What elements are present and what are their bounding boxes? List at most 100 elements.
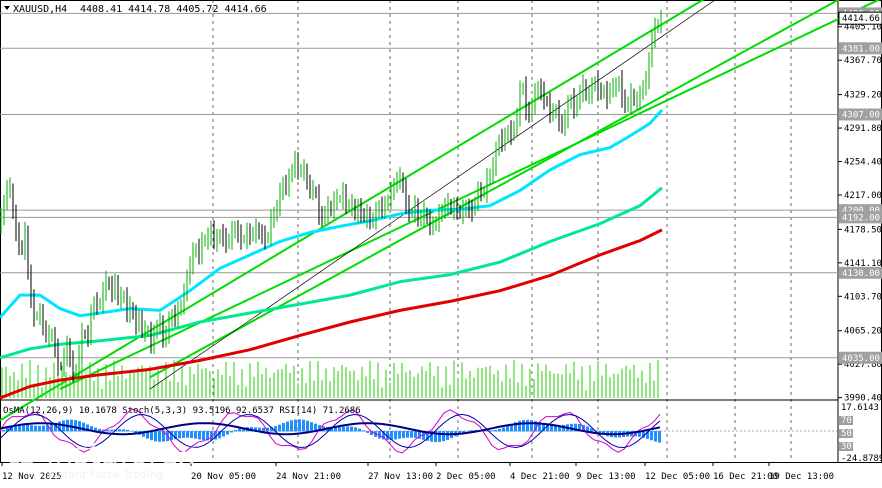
price-axis: 4405.10 4367.70 4329.20 4291.80 4254.40 4217.… [838, 7, 882, 404]
time-tick-label: 24 Nov 21:00 [276, 472, 341, 482]
osma-bar [338, 426, 341, 432]
osma-bar [42, 425, 45, 432]
osma-bar [214, 431, 217, 440]
osma-bar [306, 420, 309, 432]
osma-bar [2, 429, 5, 432]
osma-bar [486, 430, 489, 432]
osma-bar [354, 427, 357, 432]
rsi-line [0, 422, 661, 436]
osma-bar [446, 431, 449, 440]
ema-mid-line [0, 186, 663, 360]
osma-bar [642, 431, 645, 438]
osma-bar [558, 425, 561, 432]
osma-bar [274, 426, 277, 432]
osma-bar [86, 424, 89, 432]
osma-bar [102, 429, 105, 432]
osma-bar [278, 424, 281, 432]
time-tick-label: 19 Dec 13:00 [769, 472, 834, 482]
osma-bar [146, 431, 149, 439]
osma-bar [554, 425, 557, 432]
osma-bar [526, 419, 529, 432]
osma-bar [506, 425, 509, 432]
osma-bar [302, 419, 305, 432]
osma-bar [562, 424, 565, 432]
osma-bar [590, 428, 593, 432]
osma-bar [50, 424, 53, 432]
level-label-box [839, 108, 882, 121]
ema-fast-line [0, 108, 664, 319]
level-label: 4307.00 [842, 110, 880, 120]
osma-bar [78, 421, 81, 432]
osma-bar [318, 425, 321, 432]
osma-bar [74, 420, 77, 432]
osma-bar [130, 430, 133, 432]
price-tick-label: 4065.20 [844, 327, 882, 337]
osma-bar [290, 420, 293, 432]
osma-bar [126, 429, 129, 432]
osma-bar [90, 426, 93, 432]
osma-bar [466, 430, 469, 432]
osma-bar [538, 422, 541, 432]
osma-bar [230, 431, 233, 433]
osma-bar [14, 425, 17, 432]
osma-bar [534, 421, 537, 432]
osma-bar [598, 431, 601, 433]
osma-bar [366, 431, 369, 433]
osma-bar [654, 431, 657, 442]
osma-bar [30, 425, 33, 432]
osma-bar [314, 423, 317, 432]
osma-bar [262, 427, 265, 432]
price-tick-label: 4217.00 [844, 191, 882, 201]
osma-bar [10, 426, 13, 432]
osma-bar [382, 431, 385, 440]
osma-bar [518, 420, 521, 432]
osma-bar [190, 431, 193, 439]
oscillator-header: OsMA(12,26,9) 10.1678 Stoch(5,3,3) 93.51… [3, 406, 361, 416]
osma-bar [158, 431, 161, 442]
osma-bar [546, 424, 549, 432]
osma-bar [350, 426, 353, 432]
osma-bar [378, 431, 381, 439]
level-label-box [839, 42, 882, 55]
level-label: 4200.00 [842, 206, 880, 216]
osma-bar [522, 420, 525, 432]
osma-bar [46, 425, 49, 432]
osma-bar [510, 423, 513, 432]
ema-slow-line [0, 228, 663, 400]
osma-bar [270, 427, 273, 432]
level-label: 4381.00 [842, 44, 880, 54]
osc-level-box [839, 442, 853, 451]
time-axis: 12 Nov 2025 20 Nov 05:00 24 Nov 21:00 27 No… [1, 462, 834, 482]
osc-level-box [839, 416, 853, 425]
osma-bar [550, 425, 553, 432]
osma-bar [638, 431, 641, 437]
osma-bar [106, 429, 109, 432]
channel-line [59, 0, 881, 390]
osma-bar [390, 431, 393, 440]
osma-bar [82, 422, 85, 432]
osma-bar [386, 431, 389, 440]
osma-bar [254, 427, 257, 432]
price-tick-label: 4254.40 [844, 158, 882, 168]
time-tick-label: 12 Nov 2025 [2, 472, 62, 482]
osma-bar [198, 431, 201, 440]
time-tick-label: 27 Nov 13:00 [368, 472, 433, 482]
watermark-tagline: Instant Forex Trading [48, 468, 164, 481]
osma-bar [266, 427, 269, 432]
price-tick-label: 4027.80 [844, 360, 882, 370]
osma-bar [162, 431, 165, 442]
osma-bar [398, 431, 401, 439]
osma-bar [426, 431, 429, 441]
time-tick-label: 12 Dec 05:00 [645, 472, 710, 482]
time-tick-label: 20 Nov 05:00 [191, 472, 256, 482]
symbol-label: XAUUSD,H4 [13, 4, 67, 15]
osma-bar [346, 426, 349, 432]
candles [0, 10, 662, 382]
osma-bar [410, 431, 413, 438]
osma-bar [70, 419, 73, 432]
osc-scale-label: 50 [841, 429, 852, 439]
instaforex-logo-icon [9, 446, 33, 468]
osma-bar [26, 424, 29, 432]
